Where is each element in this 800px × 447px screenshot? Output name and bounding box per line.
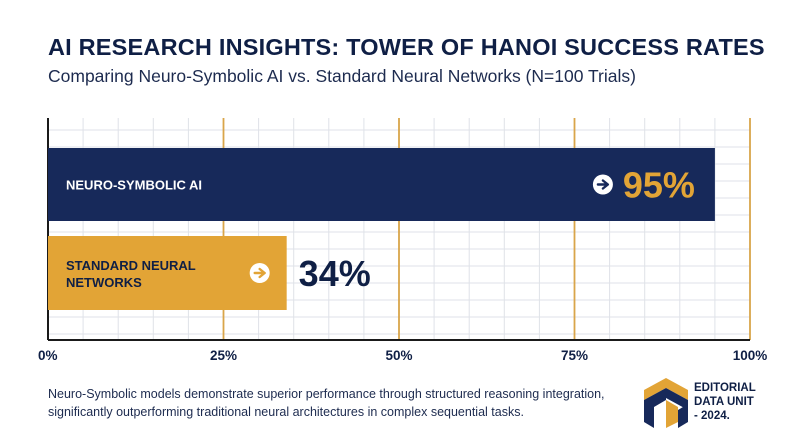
bar-standard-neural xyxy=(48,236,287,310)
arrow-glyph xyxy=(596,179,610,190)
value-label: 95% xyxy=(623,165,695,206)
logo-line-2: DATA UNIT xyxy=(694,396,754,408)
x-tick-label: 100% xyxy=(733,348,768,363)
x-tick-label: 75% xyxy=(561,348,588,363)
x-tick-label: 0% xyxy=(38,348,58,363)
bar-label-standard-neural: STANDARD NEURAL NETWORKS xyxy=(66,258,196,290)
chart-title: AI RESEARCH INSIGHTS: TOWER OF HANOI SUC… xyxy=(48,34,765,60)
logo-line-3: - 2024. xyxy=(694,410,730,422)
value-label: 34% xyxy=(299,253,371,294)
x-tick-labels: 0% 25% 50% 75% 100% xyxy=(38,348,767,363)
logo-wordmark: EDITORIAL DATA UNIT - 2024. xyxy=(694,381,756,423)
logo-line-1: EDITORIAL xyxy=(694,382,756,394)
bars-group: NEURO-SYMBOLIC AI 95% STANDARD NEURAL NETWO… xyxy=(48,148,715,310)
chart-subtitle: Comparing Neuro-Symbolic AI vs. Standard… xyxy=(48,66,636,86)
footnote-text: Neuro-Symbolic models demonstrate superi… xyxy=(48,387,605,419)
bar-label-neuro-symbolic: NEURO-SYMBOLIC AI xyxy=(66,178,202,193)
x-tick-label: 25% xyxy=(210,348,237,363)
arrow-glyph xyxy=(253,267,266,279)
logo-mark-icon xyxy=(644,378,688,428)
editorial-logo: EDITORIAL DATA UNIT - 2024. xyxy=(644,378,794,428)
x-tick-label: 50% xyxy=(385,348,412,363)
